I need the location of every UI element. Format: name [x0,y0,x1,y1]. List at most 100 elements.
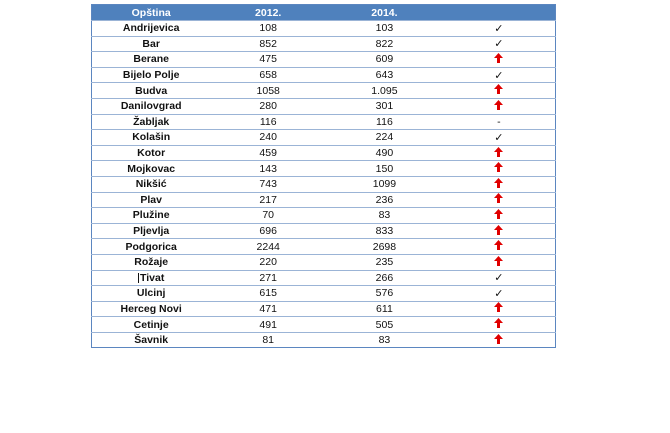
municipality-name: Plužine [91,207,211,224]
municipality-name: Šavnik [91,331,211,348]
table-row: Andrijevica 108 103 ✓ [91,20,556,37]
value-2014: 266 [326,269,443,286]
header-row: Opština 2012. 2014. [91,4,556,21]
table-row: Budva 1058 1.095 [91,82,556,99]
trend-cell: ✓ [442,20,556,37]
trend-cell: - [442,113,556,130]
municipality-name: Rožaje [91,253,211,270]
trend-cell [442,97,556,115]
trend-cell [442,222,556,239]
value-2012: 491 [210,316,327,333]
value-2014: 150 [326,160,443,177]
value-2014: 611 [326,300,443,317]
municipality-name: Berane [91,51,211,68]
value-2014: 1099 [326,175,443,193]
municipality-name: Ulcinj [91,285,211,302]
table-row: Ulcinj 615 576 ✓ [91,285,556,302]
table-row: Berane 475 609 [91,51,556,68]
value-2014: 236 [326,191,443,208]
trend-cell: ✓ [442,66,556,83]
dash-icon: - [497,115,501,128]
trend-cell [442,207,556,224]
municipality-name: Nikšić [91,175,211,193]
table-row: Plužine 70 83 [91,207,556,224]
municipality-name: Andrijevica [91,20,211,37]
municipality-name: Plav [91,191,211,208]
value-2014: 224 [326,129,443,146]
text-cursor [138,273,139,284]
value-2014: 116 [326,113,443,130]
table-row: Žabljak 116 116 - [91,113,556,130]
trend-cell [442,238,556,255]
table-row: Bar 852 822 ✓ [91,35,556,52]
value-2012: 220 [210,253,327,270]
value-2014: 235 [326,253,443,270]
arrow-up-icon [494,301,504,315]
trend-cell [442,51,556,68]
name-text: Berane [133,53,169,66]
value-2014: 643 [326,66,443,83]
check-icon: ✓ [494,38,504,51]
municipality-name: Žabljak [91,113,211,130]
trend-cell: ✓ [442,269,556,286]
name-text: Budva [135,84,168,97]
value-2012: 475 [210,51,327,68]
trend-cell: ✓ [442,129,556,146]
name-text: Kotor [137,147,166,160]
value-2012: 143 [210,160,327,177]
name-text: Kolašin [132,131,171,144]
value-2014: 822 [326,35,443,52]
table-row: Podgorica 2244 2698 [91,238,556,255]
municipality-name: Bar [91,35,211,52]
name-text: Tivat [140,271,165,284]
trend-cell [442,331,556,348]
name-text: Šavnik [134,334,169,347]
arrow-up-icon [494,255,504,269]
name-text: Herceg Novi [120,302,182,315]
name-text: Andrijevica [122,22,180,35]
check-icon: ✓ [494,272,504,285]
name-text: Ulcinj [136,287,166,300]
table-row: Danilovgrad 280 301 [91,97,556,115]
value-2012: 615 [210,285,327,302]
arrow-up-icon [494,239,504,253]
arrow-up-icon [494,192,504,206]
trend-cell [442,191,556,208]
value-2012: 459 [210,144,327,161]
arrow-up-icon [494,52,504,66]
name-text: Žabljak [133,115,170,128]
value-2012: 108 [210,20,327,37]
arrow-up-icon [494,333,504,347]
table-row: Cetinje 491 505 [91,316,556,333]
municipality-name: Herceg Novi [91,300,211,317]
value-2014: 2698 [326,238,443,255]
table-row: Bijelo Polje 658 643 ✓ [91,66,556,83]
check-icon: ✓ [494,287,504,300]
value-2012: 217 [210,191,327,208]
name-text: Plužine [132,209,170,222]
value-2014: 83 [326,207,443,224]
table-row: Kotor 459 490 [91,144,556,161]
table-row: Šavnik 81 83 [91,331,556,348]
header-trend [442,4,556,21]
name-text: Cetinje [133,318,169,331]
header-2012: 2012. [210,4,327,21]
trend-cell [442,175,556,193]
name-text: Plav [140,193,162,206]
value-2012: 81 [210,331,327,348]
table-row: Mojkovac 143 150 [91,160,556,177]
value-2012: 116 [210,113,327,130]
name-text: Mojkovac [127,162,176,175]
municipality-table: Opština 2012. 2014. Andrijevica 108 103 … [91,4,556,349]
name-text: Bar [142,37,160,50]
value-2012: 852 [210,35,327,52]
value-2014: 83 [326,331,443,348]
trend-cell [442,253,556,270]
value-2012: 280 [210,97,327,115]
header-municipality: Opština [91,4,211,21]
trend-cell [442,300,556,317]
municipality-name: Podgorica [91,238,211,255]
name-text: Podgorica [125,240,177,253]
value-2012: 696 [210,222,327,239]
trend-cell: ✓ [442,285,556,302]
